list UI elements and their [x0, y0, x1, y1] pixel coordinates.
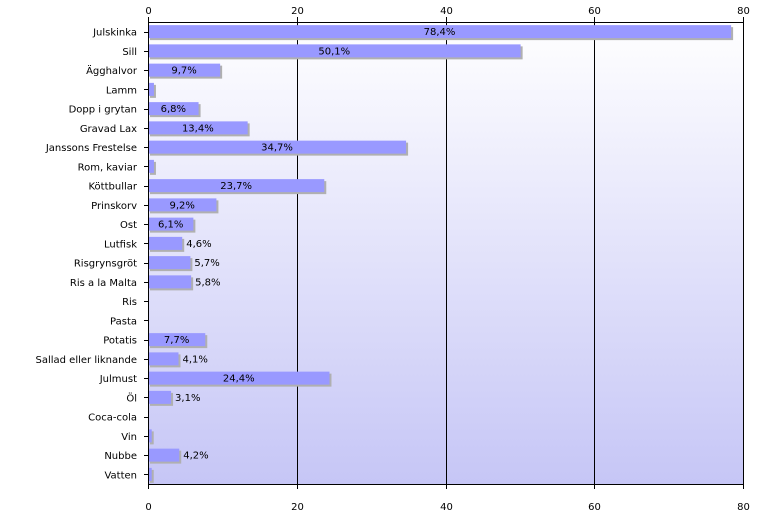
bar — [148, 63, 221, 77]
category-label: Vin — [121, 432, 137, 443]
category-label: Julskinka — [92, 28, 137, 39]
grid-lines — [297, 22, 744, 484]
bar-shadow — [150, 431, 154, 445]
category-label: Ris — [122, 297, 137, 308]
category-label: Ägghalvor — [86, 64, 138, 77]
category-label: Dopp i grytan — [69, 105, 137, 116]
bar — [148, 25, 732, 39]
category-label: Pasta — [110, 316, 137, 327]
bar — [148, 256, 191, 270]
bar — [148, 352, 179, 366]
category-label: Coca-cola — [88, 413, 137, 424]
bar-shadow — [150, 469, 154, 483]
x-tick-label-top: 60 — [588, 6, 601, 17]
data-label: 5,7% — [194, 258, 219, 269]
bar — [148, 275, 192, 289]
category-label: Julmust — [99, 374, 137, 385]
x-tick-label-bottom: 80 — [737, 502, 750, 513]
category-label: Rom, kaviar — [78, 162, 138, 173]
x-tick-label-bottom: 20 — [291, 502, 304, 513]
x-tick-label-bottom: 0 — [145, 502, 151, 513]
data-labels: 78,4% 50,1% 9,7% 6,8% 13,4% 34,7% 23,7% 9,2% 6,1… — [158, 27, 455, 462]
bar — [148, 448, 180, 462]
category-label: Janssons Frestelse — [45, 143, 137, 154]
data-label: 50,1% — [318, 46, 350, 57]
data-label: 6,1% — [158, 220, 183, 231]
data-label: 3,1% — [175, 393, 200, 404]
x-tick-label-bottom: 40 — [440, 502, 453, 513]
x-tick-label-top: 40 — [440, 6, 453, 17]
category-label: Gravad Lax — [80, 124, 137, 135]
bar — [148, 82, 154, 96]
category-label: Öl — [126, 391, 137, 404]
bar — [148, 102, 199, 116]
category-label: Köttbullar — [88, 182, 137, 193]
bar — [148, 390, 172, 404]
category-label: Sallad eller liknande — [36, 355, 138, 366]
x-tick-label-top: 0 — [145, 6, 151, 17]
bar — [148, 179, 325, 193]
category-label: Nubbe — [104, 451, 137, 462]
bar — [148, 467, 152, 481]
bar — [148, 217, 194, 231]
data-label: 13,4% — [182, 123, 214, 134]
data-label: 24,4% — [223, 374, 255, 385]
data-label: 7,7% — [164, 335, 189, 346]
x-tick-label-bottom: 60 — [588, 502, 601, 513]
data-label: 4,2% — [183, 451, 208, 462]
bar — [148, 44, 521, 58]
data-label: 78,4% — [424, 27, 456, 38]
data-label: 34,7% — [261, 143, 293, 154]
category-label: Prinskorv — [91, 201, 137, 212]
bar — [148, 236, 183, 250]
category-label: Ris a la Malta — [70, 278, 137, 289]
data-label: 23,7% — [220, 181, 252, 192]
data-label: 4,1% — [182, 354, 207, 365]
axes: 0 0 20 20 40 40 60 60 80 80 — [144, 6, 750, 513]
data-label: 5,8% — [195, 277, 220, 288]
category-label: Potatis — [103, 336, 137, 347]
x-tick-label-top: 80 — [737, 6, 750, 17]
category-label: Lamm — [106, 85, 137, 96]
plot-area — [148, 22, 743, 484]
bar — [148, 429, 152, 443]
category-label: Risgrynsgröt — [74, 259, 137, 270]
bar — [148, 198, 217, 212]
data-label: 9,2% — [170, 200, 195, 211]
category-label: Ost — [120, 220, 137, 231]
category-label: Vatten — [104, 470, 137, 481]
bar — [148, 371, 330, 385]
category-labels: Julskinka Sill Ägghalvor Lamm Dopp i grytan G… — [36, 28, 138, 482]
data-label: 4,6% — [186, 239, 211, 250]
bar — [148, 121, 248, 135]
bar — [148, 333, 206, 347]
x-tick-label-top: 20 — [291, 6, 304, 17]
bar — [148, 140, 407, 154]
data-label: 9,7% — [171, 66, 196, 77]
bar — [148, 159, 154, 173]
category-label: Lutfisk — [104, 239, 137, 250]
bars — [148, 25, 732, 481]
category-label: Sill — [122, 47, 137, 58]
data-label: 6,8% — [161, 104, 186, 115]
